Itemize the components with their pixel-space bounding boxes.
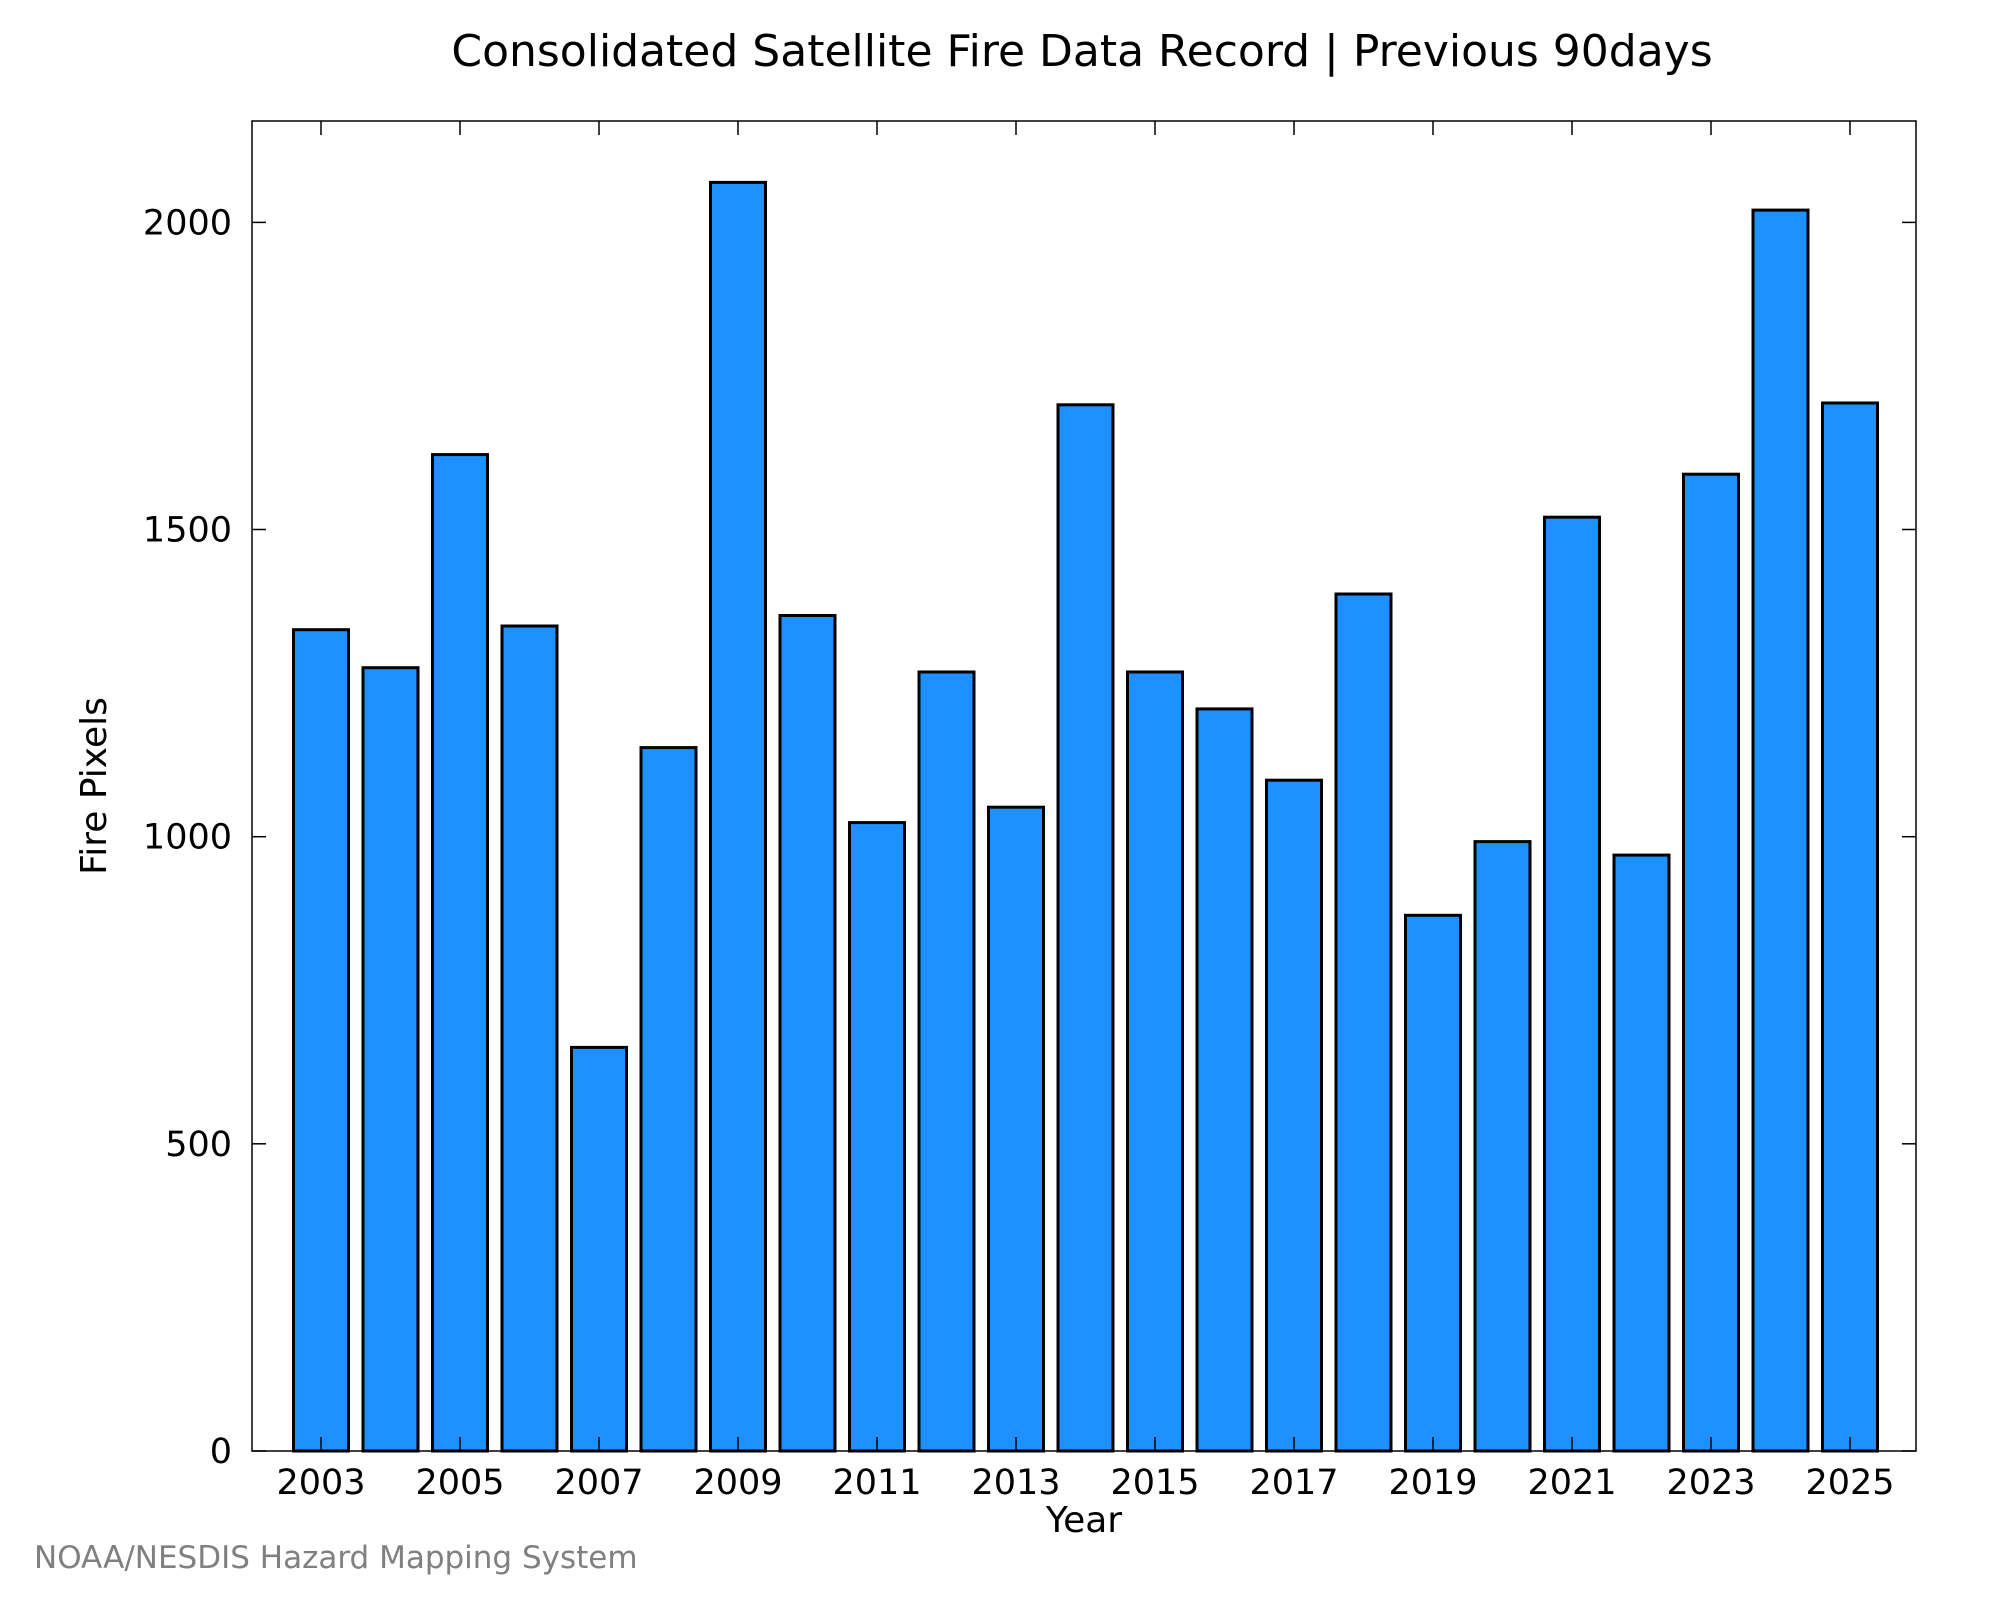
bar-2013	[987, 805, 1045, 1453]
chart-title: Consolidated Satellite Fire Data Record …	[451, 26, 1712, 77]
bars-group	[292, 180, 1879, 1453]
bar-2016	[1195, 707, 1254, 1453]
bar-2005	[431, 453, 489, 1453]
x-tick-label-2019: 2019	[1388, 1463, 1477, 1503]
bar-2007	[570, 1045, 628, 1453]
x-axis-label: Year	[1045, 1500, 1122, 1541]
y-tick-label-500: 500	[165, 1125, 232, 1165]
x-tick-label-2003: 2003	[276, 1463, 365, 1503]
bar-2014	[1056, 403, 1115, 1453]
x-tick-label-2021: 2021	[1527, 1463, 1616, 1503]
x-tick-label-2025: 2025	[1805, 1463, 1894, 1503]
bar-2011	[848, 821, 906, 1453]
bar-2019	[1404, 913, 1462, 1453]
source-credit: NOAA/NESDIS Hazard Mapping System	[34, 1540, 638, 1576]
x-tick-label-2011: 2011	[832, 1463, 921, 1503]
bar-2020	[1473, 840, 1532, 1453]
bar-2017	[1265, 778, 1323, 1453]
bar-2010	[778, 614, 837, 1453]
bar-2024	[1751, 208, 1810, 1453]
y-axis-label: Fire Pixels	[74, 697, 115, 875]
y-tick-label-0: 0	[210, 1432, 232, 1472]
bar-2025	[1821, 401, 1879, 1453]
x-tick-label-2005: 2005	[415, 1463, 504, 1503]
bar-2008	[639, 746, 698, 1453]
ticks-group: 0 500 1000 1500 2000 2003 2005 2007 2009 2011 2013…	[143, 121, 1916, 1503]
bar-2015	[1126, 670, 1184, 1453]
bar-2021	[1543, 515, 1601, 1453]
y-tick-label-2000: 2000	[143, 203, 232, 243]
bar-2022	[1612, 853, 1671, 1453]
bar-2012	[917, 670, 976, 1453]
x-tick-label-2017: 2017	[1249, 1463, 1338, 1503]
bar-2003	[292, 628, 350, 1453]
x-tick-label-2015: 2015	[1110, 1463, 1199, 1503]
y-tick-label-1500: 1500	[143, 511, 232, 551]
bar-2023	[1682, 472, 1740, 1453]
bar-2009	[709, 180, 767, 1453]
bar-2018	[1334, 592, 1393, 1453]
bar-2004	[361, 666, 420, 1453]
bar-2006	[500, 624, 559, 1453]
x-tick-label-2007: 2007	[554, 1463, 643, 1503]
y-tick-label-1000: 1000	[143, 818, 232, 858]
x-tick-label-2013: 2013	[971, 1463, 1060, 1503]
x-tick-label-2023: 2023	[1666, 1463, 1755, 1503]
x-tick-label-2009: 2009	[693, 1463, 782, 1503]
